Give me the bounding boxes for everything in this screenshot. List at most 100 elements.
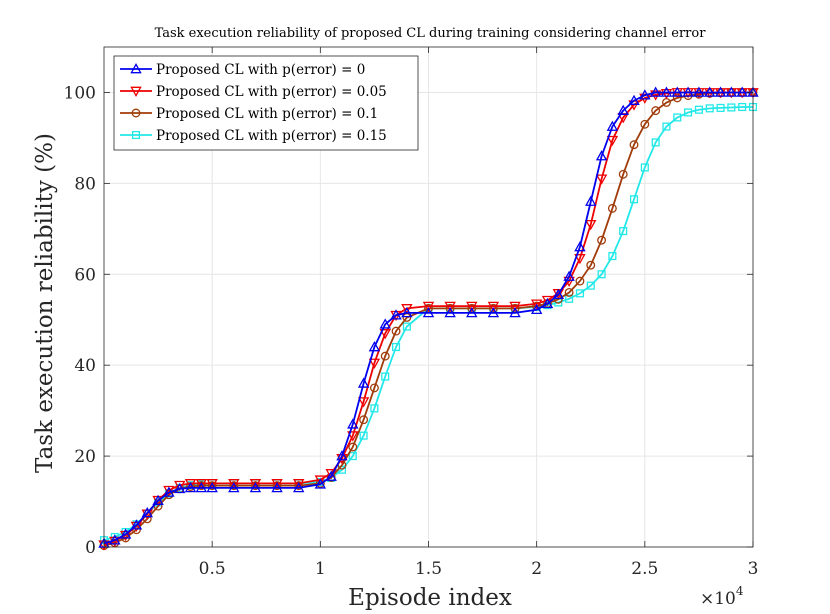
data-point [660,86,673,97]
data-point [595,174,608,185]
legend-marker [131,130,141,140]
data-point [725,86,738,97]
data-point [336,450,348,461]
data-point [206,479,218,490]
data-point [119,528,132,539]
legend-marker [131,108,141,118]
data-point [684,108,693,117]
x-axis-label: Episode index [348,585,512,611]
data-point [617,104,629,115]
data-point [714,86,727,97]
data-point [163,486,175,497]
data-point [639,89,651,100]
data-point [206,481,218,493]
data-point [705,104,714,113]
data-point [348,452,357,461]
ticks: 0.5 1 1.5 2 2.5 3 0 20 40 60 80 100 [64,47,759,579]
x-tick-label: 0.5 [199,559,226,579]
x-axis-multiplier-base: ×10 [700,589,736,609]
data-point [607,203,617,213]
data-point [649,90,662,101]
data-point [357,397,370,408]
y-tick-label: 40 [74,356,96,376]
data-point [368,358,381,369]
legend: Proposed CL with p(error) = 0 Proposed CL… [113,55,419,151]
legend-box [113,55,419,151]
data-point [141,506,153,518]
data-point [530,299,543,310]
data-point [574,254,586,265]
data-point [229,481,239,491]
data-point [606,135,619,147]
data-point [195,481,208,493]
data-point [380,351,390,361]
chart-title: Task execution reliability of proposed C… [155,26,707,41]
legend-label: Proposed CL with p(error) = 0 [156,62,365,78]
data-point [716,103,725,112]
x-axis-multiplier: ×104 [700,584,744,609]
data-point [184,481,197,493]
x-tick-label: 2 [531,559,542,579]
data-point [606,120,619,131]
data-point [509,301,521,313]
data-point [228,479,240,490]
legend-entry: Proposed CL with p(error) = 0.15 [120,128,387,144]
data-point [619,227,628,236]
data-point [662,122,671,131]
data-point [314,478,327,489]
data-point [586,281,595,290]
y-tick-label: 0 [85,538,96,558]
data-point [325,470,337,481]
data-point [574,241,586,252]
data-point [184,479,197,490]
data-point [359,431,368,440]
x-tick-label: 3 [748,559,759,579]
data-point [401,306,413,318]
data-point [272,481,282,491]
data-point [249,479,262,490]
data-point [401,304,413,315]
data-point [509,306,521,318]
legend-marker [130,63,142,74]
data-point [672,93,682,103]
data-point [381,372,390,381]
data-point [564,288,574,297]
data-point [608,252,617,261]
y-tick-label: 80 [74,174,96,194]
y-tick-label: 100 [64,83,96,103]
legend-entry: Proposed CL with p(error) = 0 [120,62,365,78]
data-point [738,102,747,112]
series-triangle-up [98,86,759,548]
legend-label: Proposed CL with p(error) = 0.1 [156,106,378,122]
data-point [314,475,327,486]
data-point [357,377,370,388]
data-point [195,479,208,490]
data-point [629,140,639,150]
data-point [597,270,606,279]
data-point [597,235,607,245]
data-point [628,94,640,105]
data-point [693,86,705,97]
data-point [585,219,597,231]
series-line [103,91,753,545]
data-point [595,150,608,161]
data-point [391,326,401,336]
data-point [271,479,283,490]
data-point [444,301,456,313]
data-point [228,481,240,493]
x-tick-label: 2.5 [631,559,658,579]
data-point [563,270,575,281]
data-point [530,303,543,315]
data-point [369,383,379,393]
data-point [704,86,716,97]
data-point [359,415,369,425]
series-layer [98,86,759,551]
data-point [368,341,381,352]
data-point [640,119,650,129]
data-point [391,342,401,352]
data-point [694,105,703,114]
data-point [379,329,391,340]
data-point [402,322,411,331]
data-point [640,163,649,172]
